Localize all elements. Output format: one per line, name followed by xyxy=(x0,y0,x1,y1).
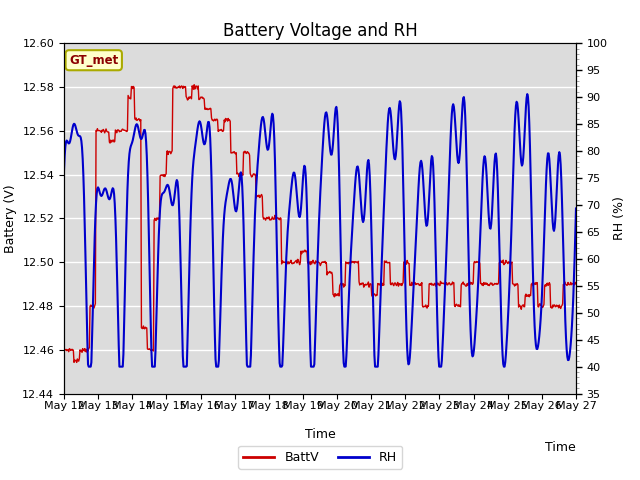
RH xyxy=(402,302,410,308)
Text: Time: Time xyxy=(545,441,576,454)
Y-axis label: Battery (V): Battery (V) xyxy=(4,184,17,252)
Legend: BattV, RH: BattV, RH xyxy=(238,446,402,469)
BattV xyxy=(216,128,223,133)
RH xyxy=(373,364,381,370)
RH xyxy=(524,91,531,97)
Text: GT_met: GT_met xyxy=(69,54,118,67)
BattV xyxy=(60,345,68,351)
RH xyxy=(572,205,580,211)
RH xyxy=(260,116,268,122)
BattV xyxy=(121,127,129,133)
BattV xyxy=(403,261,410,267)
Line: BattV: BattV xyxy=(64,85,576,362)
BattV xyxy=(374,281,381,287)
Line: RH: RH xyxy=(64,94,576,367)
RH xyxy=(241,250,248,255)
BattV xyxy=(190,82,198,88)
BattV xyxy=(73,360,81,365)
BattV xyxy=(260,215,268,221)
BattV xyxy=(572,281,580,287)
RH xyxy=(85,364,93,370)
RH xyxy=(121,294,129,300)
Y-axis label: RH (%): RH (%) xyxy=(613,196,626,240)
Title: Battery Voltage and RH: Battery Voltage and RH xyxy=(223,22,417,40)
RH xyxy=(215,358,223,363)
BattV xyxy=(241,148,249,154)
X-axis label: Time: Time xyxy=(305,428,335,441)
RH xyxy=(60,168,68,173)
